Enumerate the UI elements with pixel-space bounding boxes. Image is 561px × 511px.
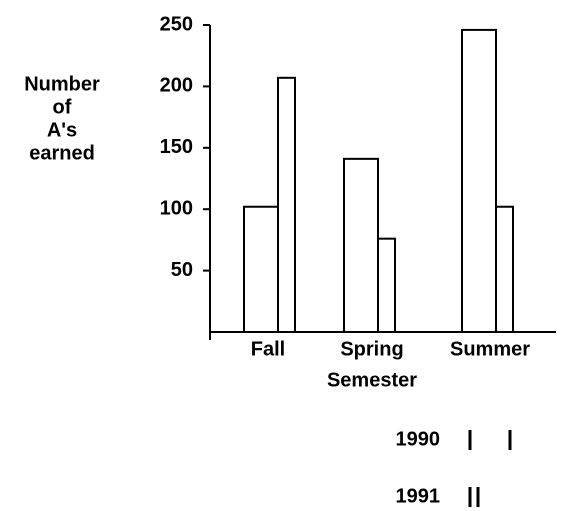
y-axis-label: of (53, 96, 72, 118)
x-axis-label: Semester (327, 369, 417, 391)
y-tick-label: 250 (160, 13, 193, 35)
x-tick-label: Summer (450, 338, 530, 360)
legend-label: 1991 (396, 485, 441, 507)
bar (377, 237, 396, 333)
y-axis-label: A's (47, 119, 77, 141)
legend-label: 1990 (396, 428, 441, 450)
bar (495, 205, 514, 333)
bar (243, 205, 279, 333)
y-axis-label: earned (29, 142, 95, 164)
bar (277, 76, 296, 333)
x-tick-label: Fall (251, 338, 285, 360)
y-axis-label: Number (24, 73, 100, 95)
bar (461, 28, 497, 334)
bar (343, 157, 379, 333)
y-tick-label: 100 (160, 197, 193, 219)
y-tick-label: 200 (160, 75, 193, 97)
y-tick-label: 50 (171, 259, 193, 281)
y-tick-label: 150 (160, 136, 193, 158)
x-tick-label: Spring (340, 338, 403, 360)
